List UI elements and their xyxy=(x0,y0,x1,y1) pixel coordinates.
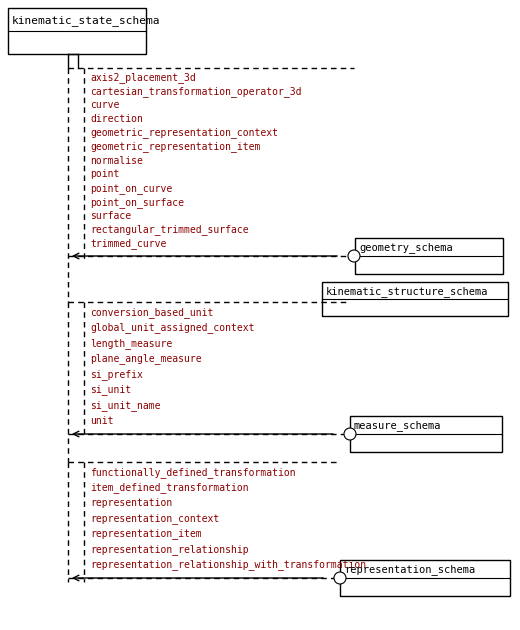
Text: point: point xyxy=(90,169,120,180)
Bar xyxy=(350,416,502,452)
Text: kinematic_state_schema: kinematic_state_schema xyxy=(12,15,161,26)
Text: length_measure: length_measure xyxy=(90,338,172,348)
Text: unit: unit xyxy=(90,416,113,426)
Circle shape xyxy=(348,250,360,262)
Text: plane_angle_measure: plane_angle_measure xyxy=(90,353,202,364)
Bar xyxy=(340,560,510,596)
Circle shape xyxy=(344,428,356,440)
Text: normalise: normalise xyxy=(90,156,143,166)
Bar xyxy=(322,282,508,316)
Circle shape xyxy=(334,572,346,584)
Text: kinematic_structure_schema: kinematic_structure_schema xyxy=(326,286,488,297)
Text: trimmed_curve: trimmed_curve xyxy=(90,238,166,249)
Text: si_unit_name: si_unit_name xyxy=(90,400,161,411)
Text: si_prefix: si_prefix xyxy=(90,369,143,380)
Text: representation_relationship: representation_relationship xyxy=(90,544,249,555)
Bar xyxy=(8,8,146,54)
Text: functionally_defined_transformation: functionally_defined_transformation xyxy=(90,467,296,478)
Text: representation_item: representation_item xyxy=(90,529,202,539)
Text: geometry_schema: geometry_schema xyxy=(359,243,453,253)
Text: surface: surface xyxy=(90,211,131,221)
Text: representation_context: representation_context xyxy=(90,513,219,524)
Text: geometric_representation_item: geometric_representation_item xyxy=(90,141,261,152)
Text: conversion_based_unit: conversion_based_unit xyxy=(90,307,213,318)
Text: measure_schema: measure_schema xyxy=(354,420,441,431)
Text: cartesian_transformation_operator_3d: cartesian_transformation_operator_3d xyxy=(90,86,302,97)
Text: item_defined_transformation: item_defined_transformation xyxy=(90,482,249,493)
Text: direction: direction xyxy=(90,114,143,124)
Text: rectangular_trimmed_surface: rectangular_trimmed_surface xyxy=(90,224,249,235)
Text: representation: representation xyxy=(90,498,172,508)
Text: point_on_curve: point_on_curve xyxy=(90,183,172,194)
Text: global_unit_assigned_context: global_unit_assigned_context xyxy=(90,323,254,333)
Text: point_on_surface: point_on_surface xyxy=(90,197,184,208)
Text: representation_schema: representation_schema xyxy=(344,564,475,575)
Text: geometric_representation_context: geometric_representation_context xyxy=(90,127,278,139)
Text: curve: curve xyxy=(90,100,120,110)
Text: si_unit: si_unit xyxy=(90,384,131,395)
Text: axis2_placement_3d: axis2_placement_3d xyxy=(90,72,196,83)
Bar xyxy=(355,238,503,274)
Text: representation_relationship_with_transformation: representation_relationship_with_transfo… xyxy=(90,559,366,570)
